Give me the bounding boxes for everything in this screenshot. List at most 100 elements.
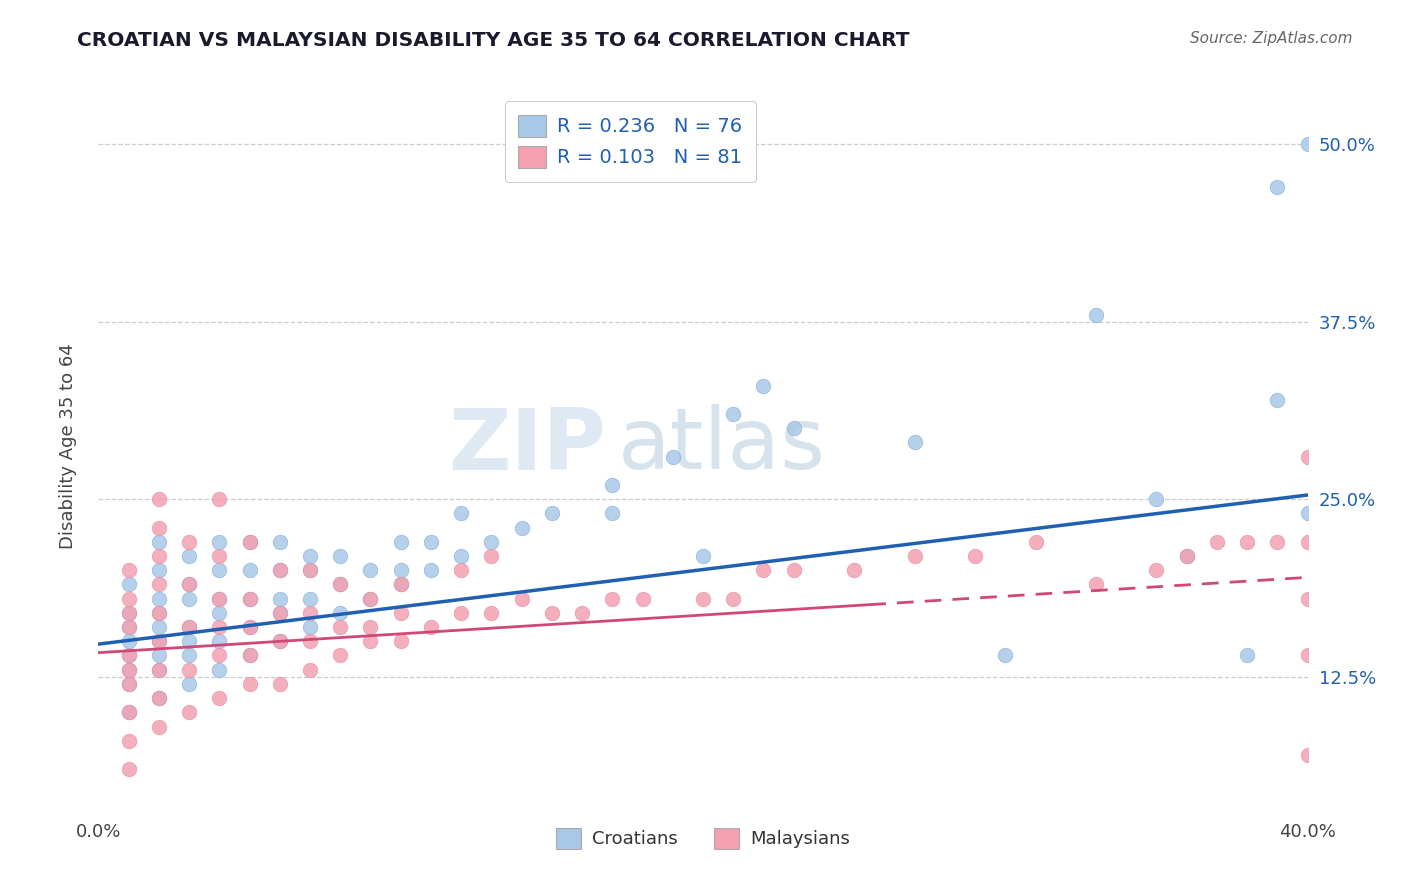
Point — [450, 563, 472, 577]
Point — [602, 507, 624, 521]
Point — [208, 648, 231, 663]
Point — [1236, 534, 1258, 549]
Point — [420, 534, 443, 549]
Point — [148, 549, 170, 563]
Point — [239, 648, 262, 663]
Point — [239, 648, 262, 663]
Point — [1296, 137, 1319, 152]
Point — [208, 663, 231, 677]
Point — [239, 563, 262, 577]
Point — [269, 534, 291, 549]
Point — [329, 620, 352, 634]
Point — [481, 606, 503, 620]
Point — [360, 634, 382, 648]
Point — [148, 606, 170, 620]
Point — [118, 606, 141, 620]
Point — [661, 450, 683, 464]
Point — [148, 606, 170, 620]
Point — [420, 563, 443, 577]
Point — [1024, 534, 1046, 549]
Point — [239, 591, 262, 606]
Point — [148, 719, 170, 733]
Point — [389, 606, 412, 620]
Point — [692, 591, 714, 606]
Point — [1144, 563, 1167, 577]
Point — [179, 706, 201, 720]
Point — [965, 549, 987, 563]
Point — [179, 663, 201, 677]
Point — [208, 620, 231, 634]
Point — [208, 549, 231, 563]
Point — [148, 492, 170, 507]
Point — [239, 620, 262, 634]
Point — [904, 549, 927, 563]
Point — [1236, 648, 1258, 663]
Point — [208, 563, 231, 577]
Point — [269, 634, 291, 648]
Point — [118, 620, 141, 634]
Point — [299, 563, 322, 577]
Point — [450, 606, 472, 620]
Point — [118, 663, 141, 677]
Point — [208, 492, 231, 507]
Point — [299, 620, 322, 634]
Point — [179, 534, 201, 549]
Point — [239, 534, 262, 549]
Point — [148, 521, 170, 535]
Point — [783, 563, 806, 577]
Point — [269, 563, 291, 577]
Point — [269, 591, 291, 606]
Point — [692, 549, 714, 563]
Point — [118, 762, 141, 776]
Point — [360, 591, 382, 606]
Point — [329, 606, 352, 620]
Point — [360, 591, 382, 606]
Point — [148, 663, 170, 677]
Point — [904, 435, 927, 450]
Point — [148, 634, 170, 648]
Point — [118, 606, 141, 620]
Point — [481, 534, 503, 549]
Point — [148, 663, 170, 677]
Point — [208, 606, 231, 620]
Point — [118, 591, 141, 606]
Point — [1085, 577, 1108, 591]
Point — [299, 591, 322, 606]
Legend: Croatians, Malaysians: Croatians, Malaysians — [547, 819, 859, 857]
Point — [1175, 549, 1198, 563]
Point — [1267, 179, 1289, 194]
Text: ZIP: ZIP — [449, 404, 606, 488]
Point — [540, 507, 562, 521]
Point — [360, 563, 382, 577]
Point — [299, 563, 322, 577]
Point — [510, 521, 533, 535]
Point — [269, 634, 291, 648]
Point — [299, 634, 322, 648]
Point — [148, 634, 170, 648]
Point — [118, 706, 141, 720]
Point — [450, 507, 472, 521]
Point — [179, 591, 201, 606]
Point — [179, 577, 201, 591]
Point — [329, 577, 352, 591]
Point — [329, 549, 352, 563]
Point — [179, 620, 201, 634]
Point — [1175, 549, 1198, 563]
Point — [510, 591, 533, 606]
Point — [208, 634, 231, 648]
Point — [179, 648, 201, 663]
Point — [481, 549, 503, 563]
Point — [148, 691, 170, 706]
Point — [360, 620, 382, 634]
Point — [208, 534, 231, 549]
Point — [118, 706, 141, 720]
Point — [148, 691, 170, 706]
Point — [420, 620, 443, 634]
Point — [269, 606, 291, 620]
Point — [1296, 591, 1319, 606]
Point — [179, 634, 201, 648]
Point — [179, 677, 201, 691]
Text: atlas: atlas — [619, 404, 827, 488]
Point — [1296, 450, 1319, 464]
Point — [148, 563, 170, 577]
